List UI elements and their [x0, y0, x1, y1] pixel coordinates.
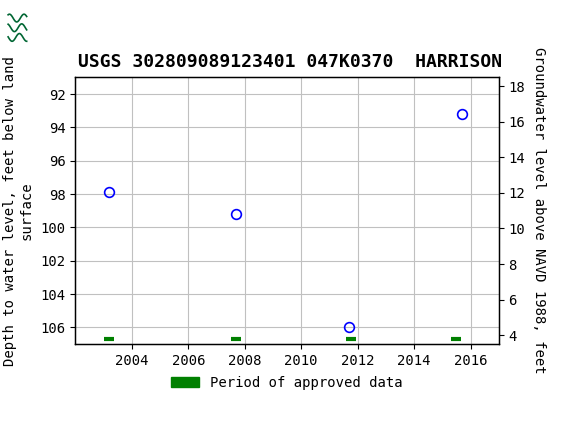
Text: USGS: USGS — [70, 16, 129, 35]
Text: USGS 302809089123401 047K0370  HARRISON: USGS 302809089123401 047K0370 HARRISON — [78, 53, 502, 71]
Y-axis label: Groundwater level above NAVD 1988, feet: Groundwater level above NAVD 1988, feet — [532, 47, 546, 374]
Y-axis label: Depth to water level, feet below land
surface: Depth to water level, feet below land su… — [3, 56, 34, 365]
Legend: Period of approved data: Period of approved data — [166, 371, 408, 396]
